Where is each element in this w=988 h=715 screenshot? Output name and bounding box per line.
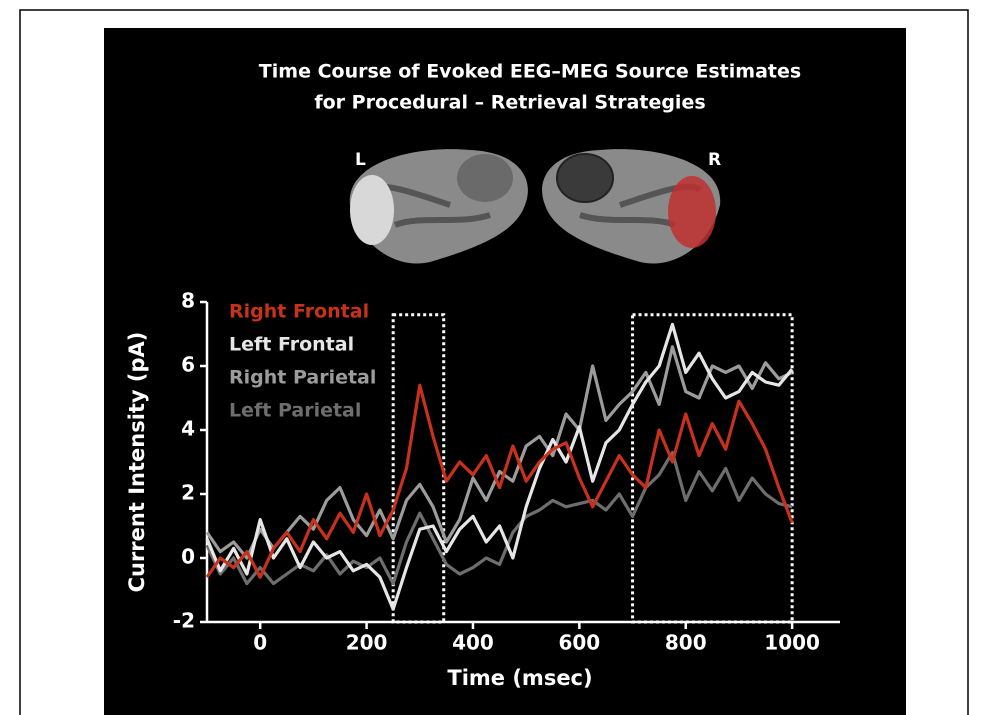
x-tick-label: 400 [452, 631, 494, 655]
panel [104, 28, 906, 715]
x-tick-label: 1000 [764, 631, 820, 655]
title-line: Time Course of Evoked EEG–MEG Source Est… [259, 61, 801, 83]
x-tick-label: 0 [253, 631, 267, 655]
series-line [205, 450, 793, 586]
legend-entry: Left Parietal [229, 400, 361, 422]
x-tick-label: 800 [665, 631, 707, 655]
series-line [205, 345, 793, 560]
y-tick-label: 4 [181, 417, 195, 441]
y-axis-label: Current Intensity (pA) [125, 332, 149, 593]
y-tick-label: 8 [181, 289, 195, 313]
x-axis-label: Time (msec) [447, 666, 592, 690]
highlight-region [631, 313, 794, 624]
brain-left [349, 149, 528, 264]
hemisphere-label: R [708, 150, 721, 170]
x-tick-label: 600 [558, 631, 600, 655]
brain-right [542, 149, 721, 264]
y-tick-label: 6 [181, 353, 195, 377]
legend-entry: Left Frontal [229, 334, 354, 356]
legend-entry: Right Frontal [229, 301, 369, 323]
title-line: for Procedural – Retrieval Strategies [314, 92, 705, 114]
y-tick-label: -2 [173, 609, 195, 633]
y-tick-label: 2 [181, 481, 195, 505]
series-line [205, 383, 794, 579]
legend-entry: Right Parietal [229, 367, 376, 389]
x-tick-label: 200 [346, 631, 388, 655]
y-tick-label: 0 [181, 545, 195, 569]
hemisphere-label: L [355, 150, 366, 170]
series-line [205, 322, 794, 611]
